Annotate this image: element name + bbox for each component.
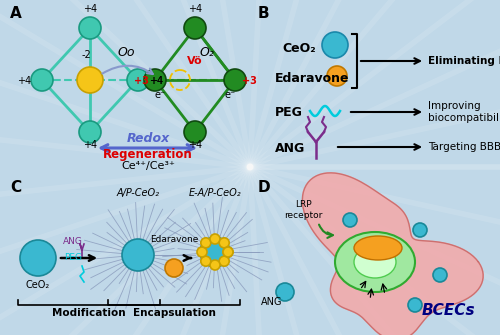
Circle shape [408,298,422,312]
Circle shape [31,69,53,91]
Text: Vö: Vö [187,56,203,66]
Text: BCECs: BCECs [421,303,475,318]
Text: Oo: Oo [118,46,136,59]
Text: -2: -2 [81,50,91,60]
Text: ANG: ANG [63,237,83,246]
Circle shape [224,69,246,91]
Text: A: A [10,6,22,21]
Circle shape [197,247,207,257]
Circle shape [223,247,233,257]
Polygon shape [302,173,483,335]
Text: CeO₂: CeO₂ [282,42,316,55]
Ellipse shape [354,236,402,260]
Ellipse shape [335,232,415,292]
Text: +4: +4 [17,76,31,86]
Text: +4: +4 [188,4,202,14]
Circle shape [184,121,206,143]
Text: +3: +3 [242,76,256,86]
Text: B: B [258,6,270,21]
Text: +4: +4 [149,76,163,86]
Text: +4: +4 [83,4,97,14]
Circle shape [20,240,56,276]
Text: Regeneration: Regeneration [103,148,193,161]
Circle shape [79,17,101,39]
Circle shape [165,259,183,277]
Circle shape [219,238,229,248]
Circle shape [127,69,149,91]
Circle shape [184,17,206,39]
Circle shape [276,283,294,301]
Text: +4: +4 [188,140,202,150]
Text: +4: +4 [149,76,163,86]
Circle shape [413,223,427,237]
Text: Targeting BBB: Targeting BBB [428,142,500,152]
Circle shape [327,66,347,86]
Text: ANG: ANG [261,297,283,307]
Circle shape [210,260,220,270]
Circle shape [201,256,211,266]
Text: Edaravone: Edaravone [150,235,198,244]
Text: PEG: PEG [275,106,303,119]
Circle shape [210,234,220,244]
Text: e⁻: e⁻ [224,90,235,100]
Circle shape [144,69,166,91]
Text: Eliminating ROS: Eliminating ROS [428,56,500,66]
Text: +4: +4 [83,140,97,150]
Text: ANG: ANG [275,141,305,154]
Circle shape [200,237,230,267]
Text: Modification: Modification [52,308,126,318]
Circle shape [79,121,101,143]
Text: e⁻: e⁻ [154,90,166,100]
Text: O₂: O₂ [200,46,215,59]
Text: A/P-CeO₂: A/P-CeO₂ [116,188,160,198]
Text: PEG: PEG [64,253,82,262]
Circle shape [343,213,357,227]
Text: LRP
receptor: LRP receptor [284,200,322,220]
Text: biocompatibility: biocompatibility [428,113,500,123]
Circle shape [77,67,103,93]
Circle shape [122,239,154,271]
Text: Edaravone: Edaravone [275,71,349,84]
Text: Improving: Improving [428,101,480,111]
Text: E-A/P-CeO₂: E-A/P-CeO₂ [188,188,242,198]
Text: Encapsulation: Encapsulation [132,308,216,318]
Text: D: D [258,180,270,195]
Circle shape [322,32,348,58]
Text: +3: +3 [134,76,148,86]
Circle shape [219,256,229,266]
Ellipse shape [354,246,396,278]
Text: C: C [10,180,21,195]
Text: CeO₂: CeO₂ [26,280,50,290]
Text: Redox: Redox [126,132,170,145]
Circle shape [433,268,447,282]
Circle shape [201,238,211,248]
Circle shape [223,247,233,257]
Text: Ce⁴⁺/Ce³⁺: Ce⁴⁺/Ce³⁺ [121,161,175,171]
